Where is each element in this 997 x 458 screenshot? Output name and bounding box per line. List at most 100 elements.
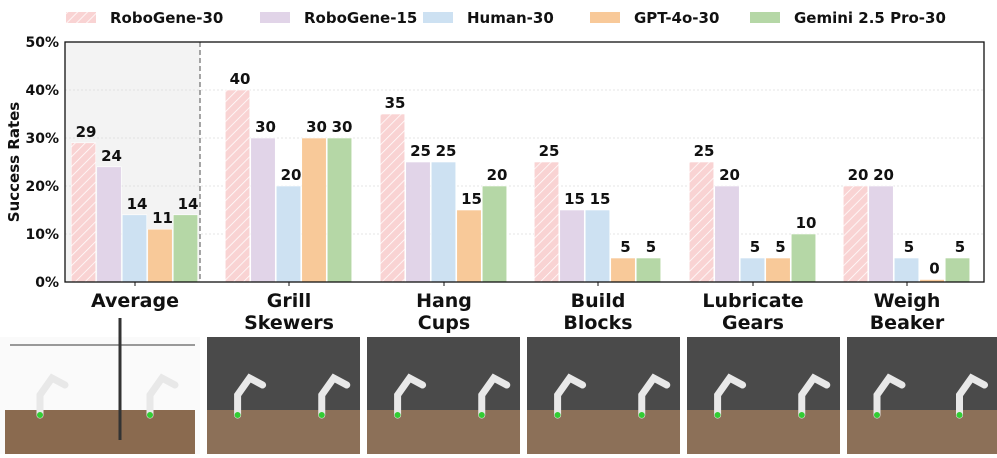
data-label: 20: [281, 166, 302, 184]
bar-gemini-2-5-pro-30: [481, 185, 508, 283]
data-label: 11: [152, 209, 173, 227]
data-label: 25: [694, 142, 715, 160]
x-tick-label: Skewers: [244, 312, 334, 334]
legend-swatch: [590, 12, 620, 23]
x-tick-label: Build: [571, 290, 626, 312]
x-tick-label: Lubricate: [702, 290, 803, 312]
bar-robogene-30: [70, 142, 97, 283]
bar-robogene-15: [96, 166, 122, 283]
bar-human-30: [739, 257, 766, 283]
table-surface: [687, 410, 840, 454]
data-label: 25: [436, 142, 457, 160]
task-photo: [847, 337, 997, 454]
bar-gemini-2-5-pro-30: [790, 233, 817, 283]
robot-arm: [394, 373, 427, 419]
x-tick-label: Beaker: [870, 312, 945, 334]
bar-robogene-30: [379, 113, 406, 283]
data-label: 15: [590, 190, 611, 208]
data-label: 25: [410, 142, 431, 160]
robot-arm: [638, 373, 671, 419]
legend-label: Gemini 2.5 Pro-30: [794, 9, 946, 27]
data-label: 20: [873, 166, 894, 184]
robot-base-light: [638, 412, 645, 418]
data-label: 30: [332, 118, 353, 136]
bar-robogene-30: [688, 161, 715, 283]
data-label: 24: [101, 147, 122, 165]
bar-robogene-15: [250, 137, 276, 283]
bar-gemini-2-5-pro-30: [326, 137, 353, 283]
x-tick-label: Average: [91, 290, 179, 312]
robot-base-light: [554, 412, 561, 418]
bar-human-30: [893, 257, 920, 283]
data-label: 5: [955, 238, 965, 256]
robot-base-light: [318, 412, 325, 418]
x-tick-label: Cups: [418, 312, 470, 334]
data-label: 20: [487, 166, 508, 184]
bar-human-30: [121, 214, 148, 283]
robot-base-light: [147, 412, 153, 418]
bar-gemini-2-5-pro-30: [172, 214, 199, 283]
data-label: 30: [306, 118, 327, 136]
robot-arm: [554, 373, 587, 419]
legend-swatch: [423, 12, 453, 23]
data-label: 20: [719, 166, 740, 184]
legend-label: GPT-4o-30: [634, 9, 719, 27]
robot-arm: [956, 373, 988, 419]
data-label: 10: [796, 214, 817, 232]
y-tick-label: 20%: [25, 179, 59, 195]
task-photo: [207, 337, 360, 454]
data-label: 15: [461, 190, 482, 208]
data-label: 30: [255, 118, 276, 136]
data-label: 40: [230, 70, 251, 88]
legend-label: Human-30: [467, 9, 554, 27]
robot-base-light: [874, 412, 880, 418]
data-label: 0: [929, 260, 939, 278]
robot-arm: [478, 373, 511, 419]
robot-base-light: [956, 412, 963, 418]
x-tick-label: Blocks: [563, 312, 632, 334]
y-tick-label: 10%: [25, 227, 59, 243]
y-tick-label: 50%: [25, 35, 59, 51]
data-label: 5: [620, 238, 630, 256]
task-photos: [0, 318, 997, 454]
task-photo: [527, 337, 680, 454]
data-label: 5: [904, 238, 914, 256]
data-label: 29: [76, 123, 97, 141]
bar-gemini-2-5-pro-30: [944, 257, 971, 283]
bar-gpt-4o-30: [610, 257, 636, 283]
data-label: 14: [178, 195, 199, 213]
y-tick-label: 0%: [35, 275, 59, 291]
bar-robogene-15: [405, 161, 431, 283]
bar-gpt-4o-30: [301, 137, 327, 283]
data-label: 35: [385, 94, 406, 112]
robot-arm: [146, 373, 179, 419]
bar-robogene-15: [559, 209, 585, 283]
robot-arm: [798, 373, 831, 419]
table-surface: [207, 410, 360, 454]
table-surface: [527, 410, 680, 454]
bar-robogene-30: [533, 161, 560, 283]
bar-gpt-4o-30: [765, 257, 791, 283]
bar-human-30: [275, 185, 302, 283]
data-label: 5: [646, 238, 656, 256]
x-tick-label: Gears: [722, 312, 784, 334]
axes-frame: [64, 41, 985, 283]
y-axis-label: Success Rates: [5, 102, 23, 223]
robot-arm: [873, 373, 906, 419]
x-tick-label: Hang: [416, 290, 472, 312]
bar-robogene-15: [868, 185, 894, 283]
bar-gemini-2-5-pro-30: [635, 257, 662, 283]
table-surface: [5, 410, 195, 454]
legend-label: RoboGene-30: [110, 9, 223, 27]
bar-gpt-4o-30: [456, 209, 482, 283]
table-surface: [367, 410, 520, 454]
bar-robogene-15: [714, 185, 740, 283]
bar-human-30: [430, 161, 457, 283]
x-tick-label: Grill: [267, 290, 312, 312]
bar-gpt-4o-30: [147, 228, 173, 283]
robot-base-light: [478, 412, 485, 418]
robot-base-light: [234, 412, 241, 418]
bar-robogene-30: [842, 185, 869, 283]
robot-arm: [318, 373, 351, 419]
robot-base-light: [394, 412, 401, 418]
